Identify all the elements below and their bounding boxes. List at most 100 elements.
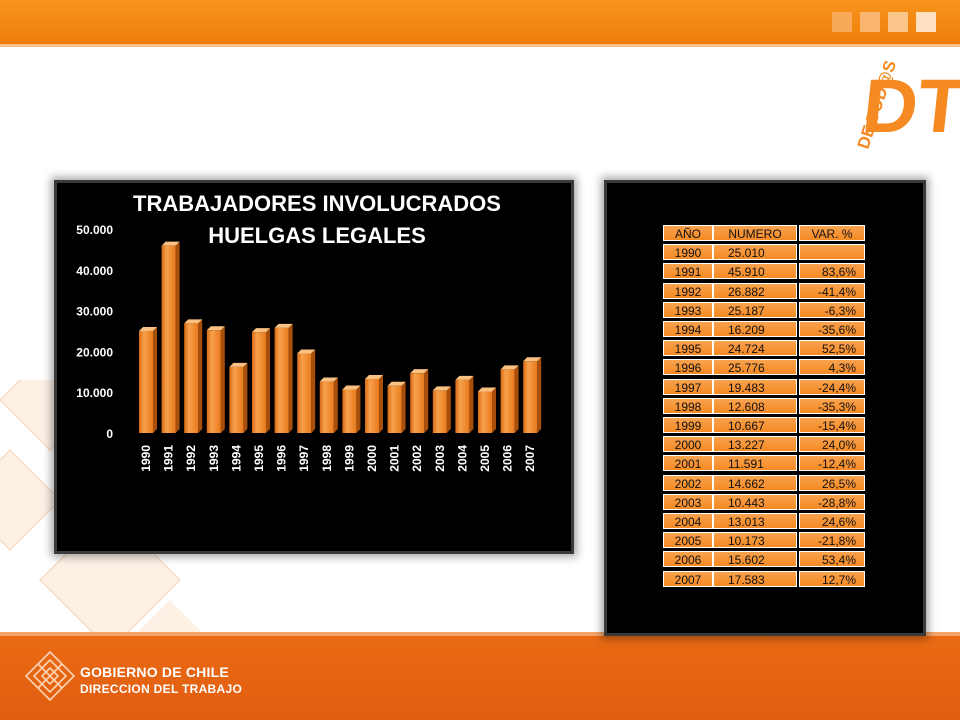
bar [206, 326, 225, 433]
table-cell: 25.010 [713, 244, 797, 261]
table-cell: 10.443 [713, 493, 797, 510]
y-tick-label: 10.000 [76, 386, 113, 400]
bar [319, 377, 338, 433]
bar [387, 381, 406, 433]
table-cell: 1995 [663, 340, 713, 357]
x-tick-label: 2005 [478, 445, 492, 472]
bar-chart: 0 10.000 20.000 30.000 40.000 50.000 1990 1991 1… [76, 223, 542, 472]
table-cell: -6,3% [799, 301, 865, 318]
bar [523, 357, 542, 433]
table-cell: 11.591 [713, 455, 797, 472]
y-tick-label: 40.000 [76, 264, 113, 278]
data-table-panel: AÑO NUMERO VAR. % 1990 25.010 1991 45.910 83,6%… [604, 180, 926, 636]
table-cell: 45.910 [713, 263, 797, 280]
table-cell: 15.602 [713, 551, 797, 568]
table-header-cell: AÑO [663, 225, 713, 241]
table-cell: 2002 [663, 474, 713, 491]
table-cell: 19.483 [713, 378, 797, 395]
table-cell: -12,4% [799, 455, 865, 472]
bar [252, 328, 270, 433]
bar [229, 362, 248, 433]
chart-title-line-1: TRABAJADORES INVOLUCRADOS [133, 191, 501, 216]
bar [500, 365, 519, 433]
table-cell: 13.227 [713, 436, 797, 453]
table-cell: 14.662 [713, 474, 797, 491]
table-cell: 2000 [663, 436, 713, 453]
table-cell: 24.724 [713, 340, 797, 357]
table-cell: -15,4% [799, 417, 865, 433]
table-cell: 1998 [663, 397, 713, 414]
y-tick-label: 20.000 [76, 345, 113, 359]
dt-logo: DE TOD@S DT [854, 58, 960, 151]
table-cell: 12,7% [799, 570, 865, 587]
bar [410, 369, 429, 433]
x-tick-label: 1993 [207, 445, 221, 472]
table-cell: -28,8% [799, 493, 865, 510]
table-cell: 83,6% [799, 263, 865, 280]
x-tick-label: 2001 [388, 445, 402, 472]
x-tick-label: 1998 [320, 445, 334, 472]
table-cell: 24,6% [799, 513, 865, 529]
bar [342, 385, 361, 433]
table-cell: 2001 [663, 455, 713, 472]
logo-letters: DT [859, 64, 960, 149]
bar [274, 323, 293, 433]
table-cell: 1990 [663, 244, 713, 261]
y-tick-label: 30.000 [76, 305, 113, 319]
top-band [0, 0, 960, 44]
bottom-band-edge [0, 632, 960, 636]
table-cell: 25.187 [713, 301, 797, 318]
table-cell: 26,5% [799, 474, 865, 491]
bar [297, 349, 316, 433]
header-square-1 [832, 12, 852, 32]
table-cell: 1994 [663, 321, 713, 337]
y-tick-label: 0 [106, 427, 113, 441]
x-tick-label: 2007 [523, 445, 537, 472]
x-tick-label: 1992 [184, 445, 198, 472]
table-cell: 16.209 [713, 321, 797, 337]
table-cell: -35,3% [799, 397, 865, 414]
table-cell: 4,3% [799, 359, 865, 376]
footer-line-1: GOBIERNO DE CHILE [80, 664, 229, 680]
x-tick-label: 1991 [162, 445, 176, 472]
table-cell: 12.608 [713, 397, 797, 414]
bar [184, 319, 203, 433]
table-cell: -35,6% [799, 321, 865, 337]
table-cell: 25.776 [713, 359, 797, 376]
table-cell: 2003 [663, 493, 713, 510]
header-square-3 [888, 12, 908, 32]
x-tick-label: 2002 [410, 445, 424, 472]
top-band-edge [0, 44, 960, 47]
table-header-cell: VAR. % [799, 225, 865, 241]
table-cell: 17.583 [713, 570, 797, 587]
x-tick-label: 2000 [365, 445, 379, 472]
government-emblem-icon [24, 650, 76, 702]
bottom-band [0, 636, 960, 720]
table-cell: -24,4% [799, 378, 865, 395]
bar [455, 375, 474, 433]
chart-title-line-2: HUELGAS LEGALES [208, 223, 426, 248]
x-tick-label: 1999 [342, 445, 356, 472]
table-header-cell: NUMERO [713, 225, 797, 241]
table-cell: 1997 [663, 378, 713, 395]
x-tick-label: 1996 [275, 445, 289, 472]
table-cell: 2007 [663, 570, 713, 587]
y-tick-label: 50.000 [76, 223, 113, 237]
header-square-2 [860, 12, 880, 32]
table-cell: 1992 [663, 282, 713, 299]
table-cell [799, 244, 865, 261]
table-cell: 10.173 [713, 532, 797, 549]
x-tick-label: 1995 [252, 445, 266, 472]
footer-line-2: DIRECCION DEL TRABAJO [80, 682, 243, 696]
x-tick-label: 2006 [501, 445, 515, 472]
table-cell: 2005 [663, 532, 713, 549]
table-cell: -41,4% [799, 282, 865, 299]
x-tick-label: 1990 [139, 445, 153, 472]
table-cell: 52,5% [799, 340, 865, 357]
bar [365, 375, 383, 433]
x-tick-label: 2004 [455, 445, 469, 472]
header-square-4 [916, 12, 936, 32]
bar [139, 326, 157, 433]
table-cell: 53,4% [799, 551, 865, 568]
x-tick-label: 1994 [229, 445, 243, 472]
